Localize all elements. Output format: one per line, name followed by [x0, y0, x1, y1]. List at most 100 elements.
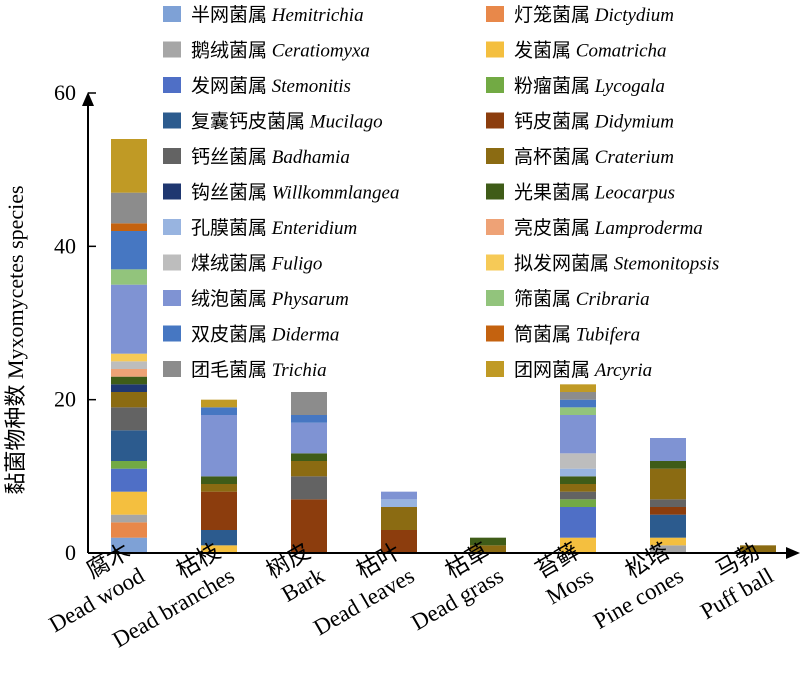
- bar-segment-stemonitis-5: [560, 507, 596, 538]
- bar-segment-didymium-3: [381, 530, 417, 553]
- bar-segment-didymium-2: [291, 499, 327, 553]
- y-axis-label: 黏菌物种数 Myxomycetes species: [3, 185, 28, 494]
- legend-entry: 亮皮菌属 Lamproderma: [514, 217, 703, 239]
- legend-entry: 半网菌属 Hemitrichia: [191, 4, 364, 26]
- bar-segment-fuligo-5: [560, 453, 596, 469]
- axes: [82, 92, 800, 559]
- y-ticks: 0 20 40 60: [54, 80, 96, 565]
- legend-swatch: [163, 219, 181, 235]
- bar-segment-cribraria-5: [560, 407, 596, 415]
- legend-latin: Comatricha: [576, 41, 667, 62]
- bar-segment-didymium-6: [650, 507, 686, 515]
- bar-segment-physarum-1: [201, 415, 237, 477]
- bar-segment-craterium-5: [560, 484, 596, 492]
- bar-segment-lamproderma-0: [111, 369, 147, 377]
- legend-latin: Leocarpus: [594, 183, 675, 204]
- legend-cn: 绒泡菌属: [191, 288, 272, 310]
- bar-segment-physarum-3: [381, 491, 417, 500]
- bar-segment-craterium-4: [470, 545, 506, 553]
- legend-latin: Lamproderma: [594, 218, 703, 239]
- legend-swatch: [163, 325, 181, 342]
- bar-segment-lycogala-5: [560, 499, 596, 507]
- bar-segment-arcyria-1: [201, 399, 237, 408]
- bar-segment-ceratiomyxa-0: [111, 514, 147, 523]
- bar-segment-lycogala-0: [111, 461, 147, 469]
- bar-segment-fuligo-0: [111, 361, 147, 369]
- bar-segment-leocarpus-0: [111, 376, 147, 385]
- legend-entry: 发网菌属 Stemonitis: [191, 75, 351, 97]
- bar-segment-arcyria-5: [560, 384, 596, 392]
- legend-entry: 高杯菌属 Craterium: [514, 146, 674, 168]
- legend-cn: 鹅绒菌属: [191, 40, 272, 62]
- legend-swatch: [486, 41, 504, 58]
- legend-swatch: [163, 183, 181, 200]
- bar-segment-leocarpus-6: [650, 461, 686, 469]
- legend-latin: Didymium: [594, 112, 674, 133]
- legend-cn: 筛菌属: [514, 288, 576, 310]
- bar-segment-diderma-1: [201, 407, 237, 415]
- bar-segment-mucilago-6: [650, 514, 686, 538]
- bar-segment-leocarpus-1: [201, 476, 237, 484]
- legend-cn: 半网菌属: [191, 4, 272, 26]
- legend-entry: 筛菌属 Cribraria: [514, 288, 650, 310]
- legend-latin: Enteridium: [271, 218, 358, 239]
- bar-segment-enteridium-5: [560, 468, 596, 477]
- bar-segment-badhamia-6: [650, 499, 686, 507]
- legend-cn: 亮皮菌属: [514, 217, 595, 239]
- legend-cn: 团网菌属: [514, 359, 595, 381]
- legend-cn: 孔膜菌属: [191, 217, 272, 239]
- bar-segment-cribraria-0: [111, 269, 147, 285]
- legend-swatch: [486, 361, 504, 377]
- bar-segment-physarum-6: [650, 438, 686, 461]
- legend-swatch: [486, 112, 504, 129]
- legend-cn: 团毛菌属: [191, 359, 272, 381]
- legend-entry: 钙皮菌属 Didymium: [514, 111, 674, 133]
- legend-cn: 筒菌属: [514, 324, 576, 346]
- bar-segment-leocarpus-4: [470, 537, 506, 546]
- bar-segment-trichia-2: [291, 392, 327, 415]
- bar-segment-craterium-3: [381, 507, 417, 530]
- legend-latin: Tubifera: [576, 325, 640, 346]
- bar-segment-enteridium-3: [381, 499, 417, 507]
- legend-latin: Trichia: [272, 360, 327, 381]
- legend-entry: 粉瘤菌属 Lycogala: [514, 75, 665, 97]
- legend-entry: 绒泡菌属 Physarum: [191, 288, 349, 310]
- y-tick-label: 40: [54, 233, 76, 258]
- legend-swatch: [486, 290, 504, 306]
- bar-segment-badhamia-0: [111, 407, 147, 431]
- bar-segment-craterium-1: [201, 484, 237, 492]
- y-tick-label: 20: [54, 387, 76, 412]
- legend-cn: 双皮菌属: [191, 324, 272, 346]
- legend-cn: 复囊钙皮菌属: [191, 111, 310, 133]
- legend-latin: Arcyria: [593, 360, 652, 381]
- legend-latin: Stemonitopsis: [614, 254, 720, 275]
- bar-segment-craterium-2: [291, 461, 327, 477]
- legend-swatch: [486, 148, 504, 164]
- bar-segment-stemonitis-0: [111, 468, 147, 492]
- legend-cn: 发网菌属: [191, 75, 272, 97]
- legend-entry: 双皮菌属 Diderma: [191, 324, 339, 346]
- bar-segment-diderma-2: [291, 415, 327, 423]
- legend-entry: 孔膜菌属 Enteridium: [191, 217, 357, 239]
- legend-cn: 拟发网菌属: [514, 253, 614, 275]
- bar-segment-trichia-0: [111, 192, 147, 224]
- bar-segment-diderma-5: [560, 399, 596, 408]
- legend-latin: Physarum: [271, 289, 349, 310]
- bar-segment-mucilago-0: [111, 430, 147, 461]
- legend-latin: Craterium: [595, 147, 674, 168]
- bars: [111, 139, 776, 553]
- legend-cn: 光果菌属: [514, 182, 595, 204]
- legend-swatch: [163, 148, 181, 164]
- bar-segment-comatricha-0: [111, 491, 147, 515]
- legend-swatch: [163, 112, 181, 129]
- bar-segment-dictydium-0: [111, 522, 147, 538]
- bar-segment-leocarpus-5: [560, 476, 596, 484]
- legend-swatch: [486, 254, 504, 271]
- legend-entry: 复囊钙皮菌属 Mucilago: [191, 111, 383, 133]
- legend-swatch: [486, 6, 504, 22]
- legend-entry: 发菌属 Comatricha: [514, 40, 667, 62]
- bar-segment-craterium-6: [650, 468, 686, 500]
- x-axis-arrow: [786, 547, 800, 559]
